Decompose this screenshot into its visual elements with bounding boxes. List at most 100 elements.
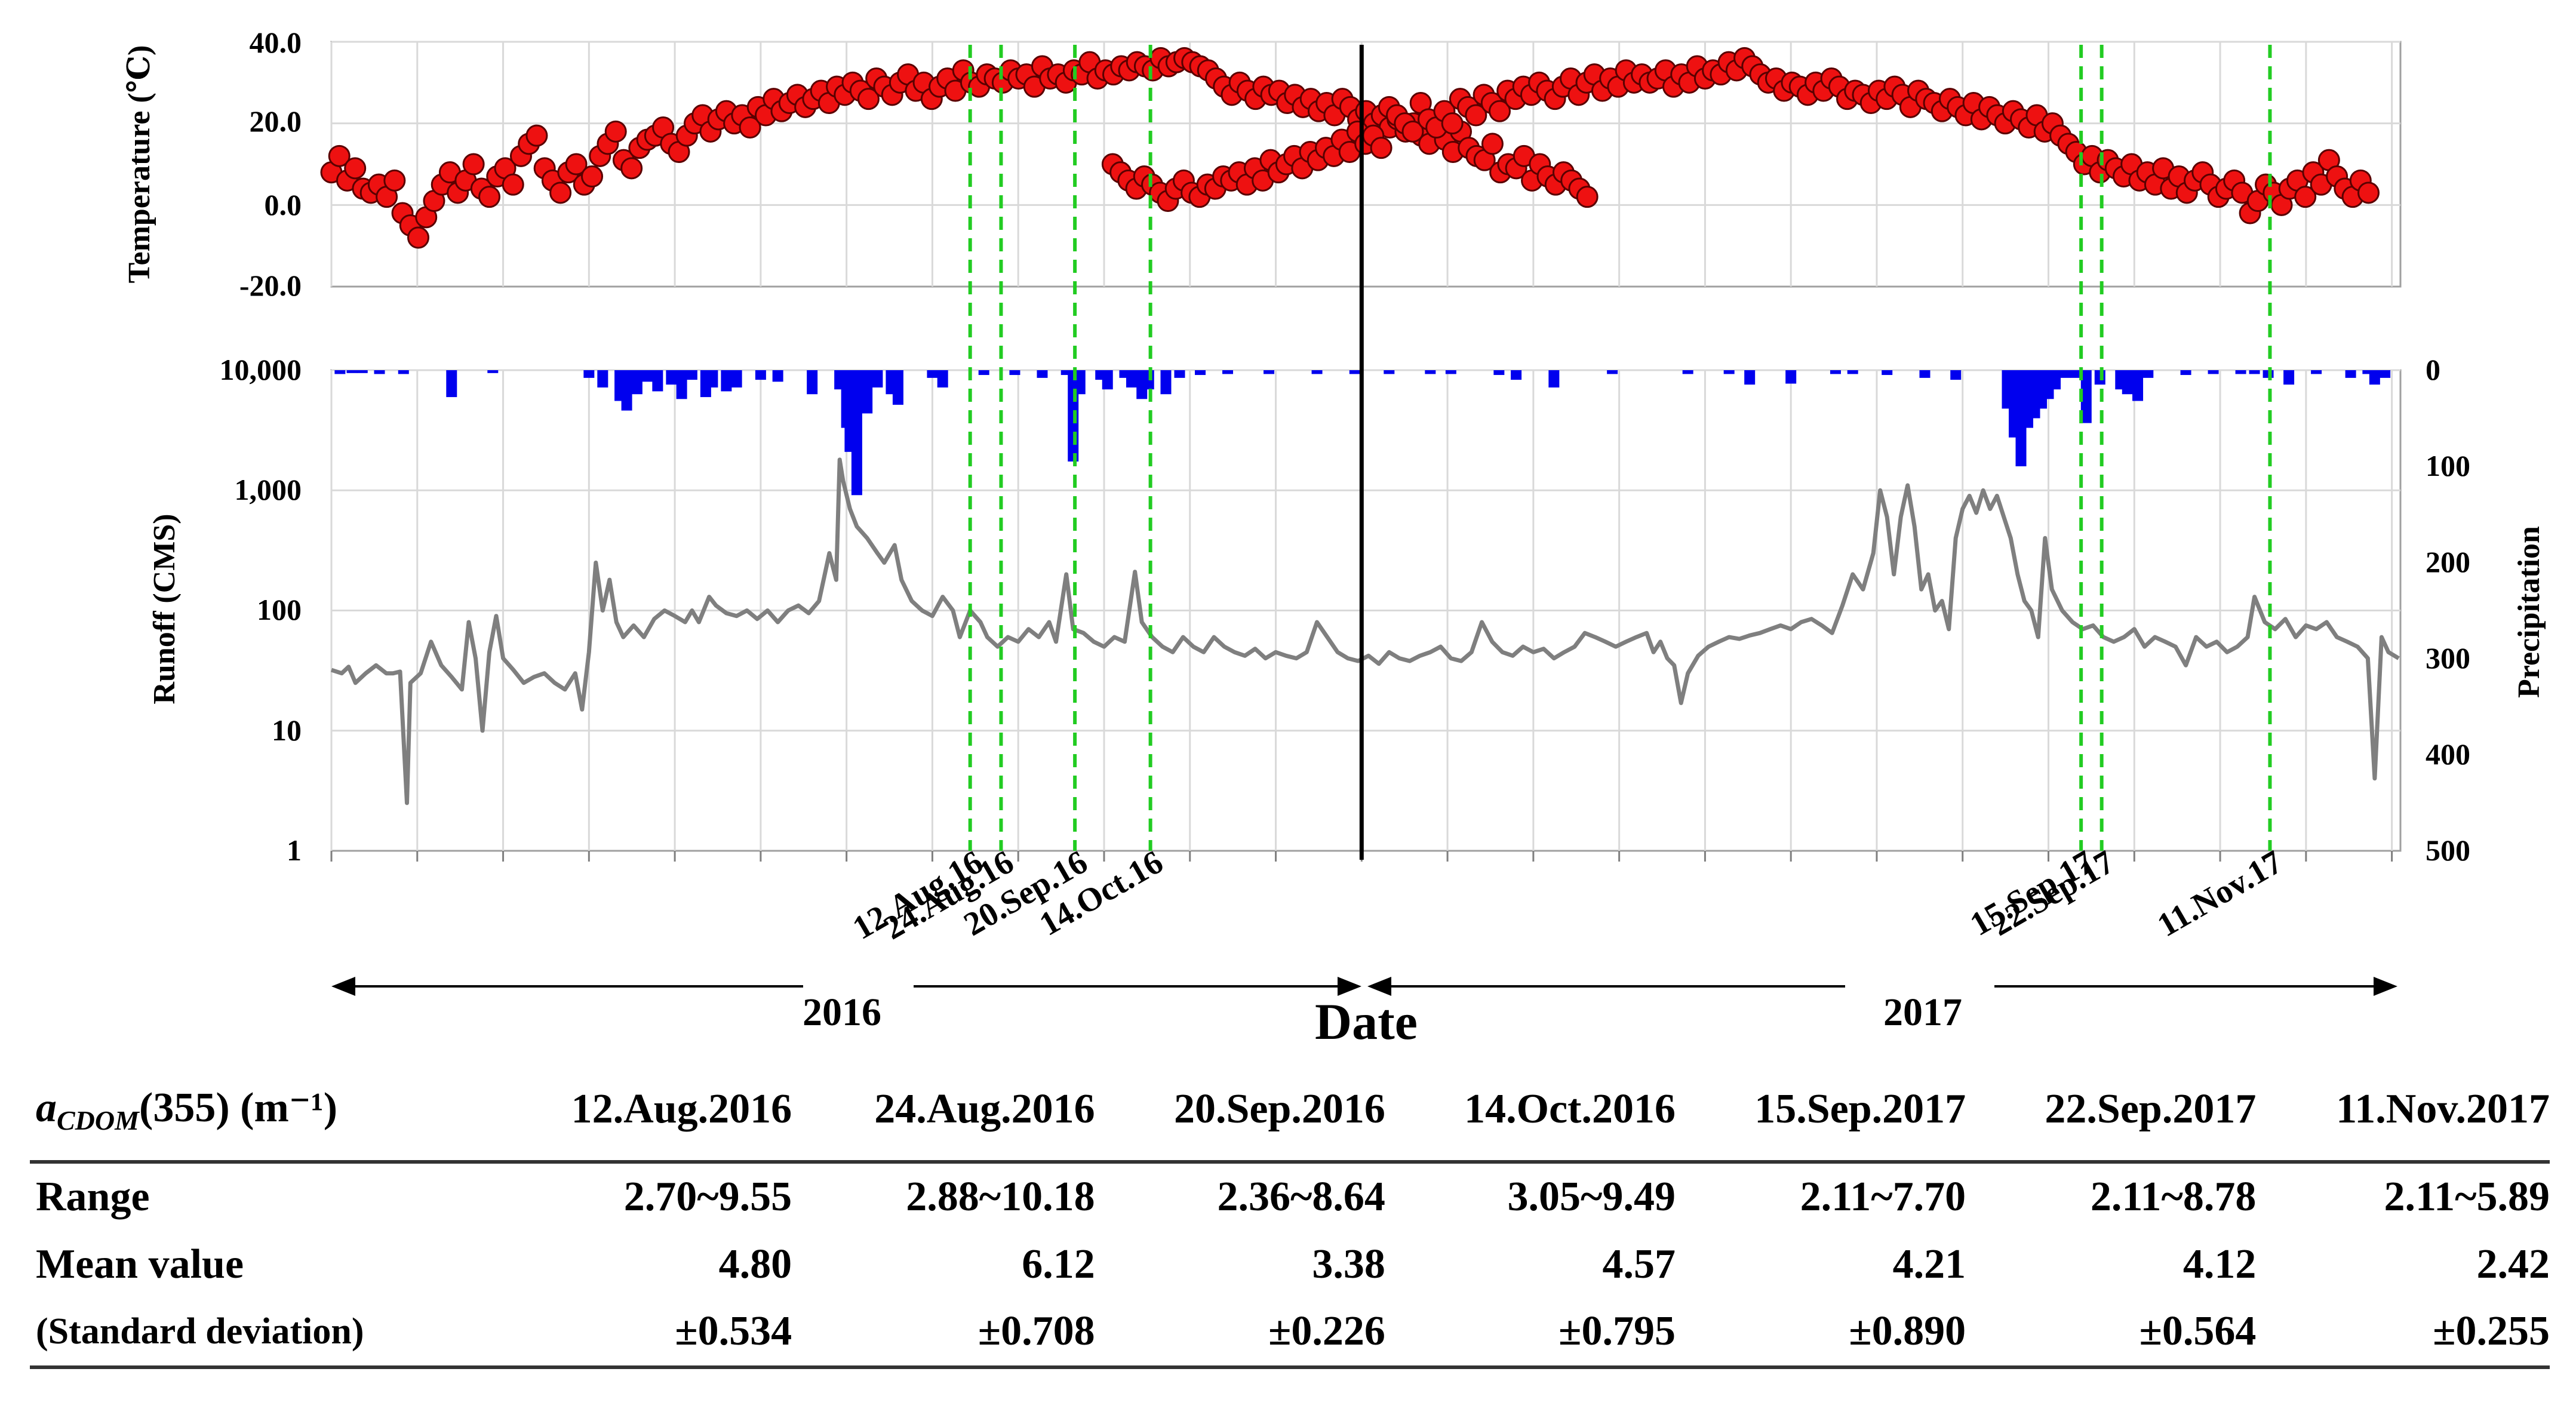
precipitation-bar: [721, 370, 732, 392]
temp-tick-0: 0.0: [265, 188, 302, 222]
precipitation-bar: [1060, 370, 1072, 376]
precipitation-bar: [583, 370, 595, 378]
table-cell: ±0.795: [1385, 1298, 1676, 1369]
precipitation-bar: [2180, 370, 2191, 376]
precipitation-bar: [398, 370, 409, 374]
precipitation-bar: [772, 370, 783, 382]
temperature-point: [857, 88, 880, 110]
temp-tick-minus20: -20.0: [239, 269, 302, 302]
precipitation-bar: [1785, 370, 1797, 384]
precipitation-bar: [676, 370, 687, 399]
table-cell: 2.11~8.78: [2090, 1174, 2257, 1220]
row-label: Range: [36, 1174, 150, 1220]
precipitation-y-ticks: 0 100 200 300 400 500: [2426, 353, 2470, 867]
temperature-point: [2294, 186, 2317, 208]
precipitation-bar: [1847, 370, 1858, 374]
col-header: 14.Oct.2016: [1385, 1063, 1676, 1164]
table-header-label: aCDOM(355) (m⁻¹): [30, 1063, 489, 1164]
chart-svg: 40.0 20.0 0.0 -20.0 Temperature (℃) 10,0…: [122, 26, 2546, 1050]
table-cell: 6.12: [1022, 1241, 1095, 1287]
precipitation-bar: [642, 370, 653, 382]
table-cell: 2.42: [2476, 1241, 2550, 1287]
precipitation-bar: [1445, 370, 1456, 374]
temperature-point: [1481, 133, 1504, 155]
temperature-point: [1441, 112, 1464, 135]
runoff-series-line: [330, 457, 2400, 805]
runoff-y-ticks: 10,000 1,000 100 10 1: [220, 353, 302, 867]
runoff-tick-10: 10: [272, 713, 302, 747]
table-cell: 2.88~10.18: [906, 1174, 1095, 1220]
precipitation-bar: [978, 370, 989, 376]
temperature-point: [620, 157, 643, 180]
col-header: 12.Aug.2016: [488, 1063, 792, 1164]
precipitation-bar: [1723, 370, 1735, 374]
table-cell: 4.57: [1602, 1241, 1676, 1287]
precipitation-bar: [666, 370, 677, 385]
col-header: 24.Aug.2016: [792, 1063, 1095, 1164]
arrowhead-2017-left: [1367, 977, 1391, 996]
temperature-point: [502, 173, 524, 196]
year-arrows: 2016 2017 Date: [331, 977, 2397, 1050]
precipitation-bar: [2283, 370, 2295, 385]
temperature-point: [478, 186, 501, 208]
table-cell: 4.21: [1892, 1241, 1966, 1287]
acdom-subscript: CDOM: [57, 1105, 140, 1136]
col-header: 22.Sep.2017: [1966, 1063, 2257, 1164]
precipitation-axis-label: Precipitation: [2512, 526, 2546, 698]
table-cell: 3.38: [1312, 1241, 1385, 1287]
table-cell: 4.12: [2182, 1241, 2257, 1287]
precipitation-bar: [2142, 370, 2154, 378]
arrowhead-2016-right: [1338, 977, 1361, 996]
precipitation-bar: [597, 370, 608, 387]
precipitation-bar: [1037, 370, 1048, 378]
precipitation-bar: [356, 370, 368, 373]
runoff-tick-100: 100: [257, 593, 302, 626]
table-cell: ±0.890: [1675, 1298, 1966, 1369]
table-cell: 2.11~5.89: [2384, 1174, 2550, 1220]
temperature-point: [1401, 120, 1424, 143]
precipitation-bar: [2380, 370, 2391, 378]
precipitation-bar: [862, 370, 873, 414]
row-label: (Standard deviation): [30, 1298, 489, 1369]
temp-tick-40: 40.0: [250, 26, 302, 59]
precipitation-bar: [374, 370, 385, 374]
precipitation-bar: [1425, 370, 1436, 374]
precipitation-bar: [1195, 370, 1206, 376]
runoff-gridlines: [330, 369, 2400, 851]
acdom-stats-table: aCDOM(355) (m⁻¹) 12.Aug.2016 24.Aug.2016…: [30, 1063, 2550, 1369]
precipitation-bar: [1311, 370, 1323, 374]
col-header: 15.Sep.2017: [1675, 1063, 1966, 1164]
temp-tick-20: 20.0: [250, 104, 302, 138]
precipitation-bar: [2060, 370, 2071, 378]
precip-tick-400: 400: [2426, 737, 2470, 771]
precipitation-bar: [1882, 370, 1893, 376]
acdom-wavelength: (355) (m⁻¹): [139, 1085, 338, 1131]
precipitation-bar: [1160, 370, 1172, 395]
table-cell: 2.70~9.55: [623, 1174, 792, 1220]
precipitation-bars: [334, 370, 2391, 496]
temperature-point: [549, 182, 572, 204]
precipitation-bar: [1174, 370, 1185, 378]
temperature-point: [739, 116, 761, 139]
precipitation-bar: [1682, 370, 1693, 374]
precipitation-bar: [937, 370, 948, 387]
precipitation-bar: [755, 370, 766, 380]
runoff-panel: 10,000 1,000 100 10 1 0 100 200 300 400 …: [147, 353, 2546, 867]
precipitation-bar: [1830, 370, 1841, 374]
precipitation-bar: [2369, 370, 2380, 385]
precipitation-bar: [346, 370, 358, 373]
mean-row: Mean value 4.80 6.12 3.38 4.57 4.21 4.12…: [30, 1231, 2550, 1299]
temperature-point: [2357, 182, 2380, 204]
temperature-point: [1576, 186, 1599, 208]
precipitation-bar: [1511, 370, 1522, 380]
acdom-symbol: a: [36, 1085, 57, 1131]
precipitation-bar: [652, 370, 663, 392]
sampling-date-lines: [968, 45, 2272, 851]
precipitation-bar: [1919, 370, 1931, 378]
precip-tick-500: 500: [2426, 833, 2470, 867]
precipitation-bar: [707, 370, 718, 387]
precip-tick-300: 300: [2426, 641, 2470, 675]
table-cell: 4.80: [718, 1241, 792, 1287]
table-cell: ±0.534: [488, 1298, 792, 1369]
precipitation-bar: [621, 370, 632, 411]
